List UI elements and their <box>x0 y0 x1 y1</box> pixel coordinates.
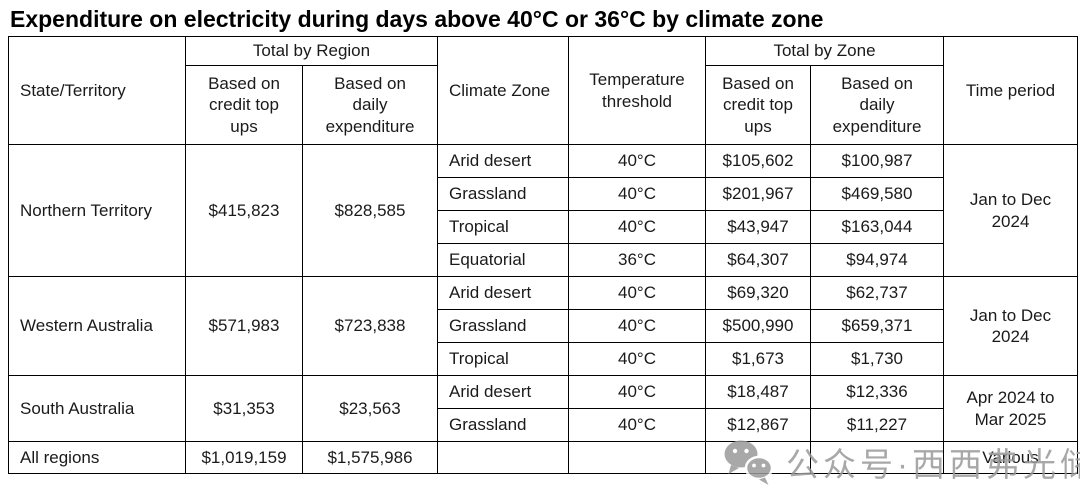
cell-time-period: Apr 2024 to Mar 2025 <box>943 375 1078 442</box>
table-row: Equatorial 36°C $64,307 $94,974 <box>9 243 1078 277</box>
col-header-time-period: Time period <box>943 36 1078 145</box>
cell-climate-zone: Grassland <box>437 309 569 343</box>
cell-zone-daily: $1,730 <box>810 342 944 376</box>
cell-climate-zone <box>437 441 569 474</box>
cell-zone-daily: $659,371 <box>810 309 944 343</box>
cell-threshold: 40°C <box>568 342 706 376</box>
cell-threshold: 40°C <box>568 375 706 409</box>
col-header-total-by-zone: Total by Zone <box>705 36 944 66</box>
cell-zone-daily <box>810 441 944 474</box>
cell-climate-zone: Tropical <box>437 210 569 244</box>
cell-zone-daily: $94,974 <box>810 243 944 277</box>
cell-threshold: 40°C <box>568 210 706 244</box>
cell-region-daily: $723,838 <box>302 276 438 376</box>
cell-zone-daily: $62,737 <box>810 276 944 310</box>
cell-zone-credit: $1,673 <box>705 342 811 376</box>
cell-region-credit: $415,823 <box>185 144 303 277</box>
col-header-total-by-region: Total by Region <box>185 36 438 66</box>
cell-zone-daily: $100,987 <box>810 144 944 178</box>
cell-threshold: 40°C <box>568 408 706 442</box>
cell-state: South Australia <box>8 375 186 442</box>
cell-zone-credit: $69,320 <box>705 276 811 310</box>
cell-region-credit: $31,353 <box>185 375 303 442</box>
cell-climate-zone: Arid desert <box>437 144 569 178</box>
col-header-state: State/Territory <box>8 36 186 145</box>
cell-zone-credit: $43,947 <box>705 210 811 244</box>
cell-region-daily: $1,575,986 <box>302 441 438 474</box>
table-body: Northern Territory $415,823 $828,585 Arid d… <box>8 144 1078 474</box>
cell-zone-credit <box>705 441 811 474</box>
cell-climate-zone: Tropical <box>437 342 569 376</box>
cell-state: All regions <box>8 441 186 474</box>
cell-state: Northern Territory <box>8 144 186 277</box>
col-header-zone-daily: Based on daily expenditure <box>810 65 944 145</box>
cell-region-daily: $828,585 <box>302 144 438 277</box>
cell-threshold: 36°C <box>568 243 706 277</box>
cell-zone-credit: $12,867 <box>705 408 811 442</box>
cell-climate-zone: Grassland <box>437 177 569 211</box>
table-row: Tropical 40°C $1,673 $1,730 <box>9 342 1078 376</box>
page-title: Expenditure on electricity during days a… <box>10 6 824 32</box>
col-header-region-credit: Based on credit top ups <box>185 65 303 145</box>
cell-threshold: 40°C <box>568 309 706 343</box>
cell-zone-daily: $469,580 <box>810 177 944 211</box>
cell-zone-daily: $11,227 <box>810 408 944 442</box>
cell-zone-daily: $163,044 <box>810 210 944 244</box>
cell-zone-credit: $201,967 <box>705 177 811 211</box>
table-row: Grassland 40°C $500,990 $659,371 <box>9 309 1078 343</box>
table-row: Northern Territory $415,823 $828,585 Arid d… <box>8 144 1078 277</box>
cell-threshold: 40°C <box>568 276 706 310</box>
table-row: Tropical 40°C $43,947 $163,044 <box>9 210 1078 244</box>
col-header-region-daily: Based on daily expenditure <box>302 65 438 145</box>
cell-climate-zone: Grassland <box>437 408 569 442</box>
cell-climate-zone: Arid desert <box>437 375 569 409</box>
cell-climate-zone: Equatorial <box>437 243 569 277</box>
cell-threshold: 40°C <box>568 144 706 178</box>
cell-threshold <box>568 441 706 474</box>
cell-time-period: Various <box>943 441 1078 474</box>
table-row-total: All regions $1,019,159 $1,575,986 Various <box>8 441 1078 474</box>
cell-time-period: Jan to Dec 2024 <box>943 144 1078 277</box>
col-header-temperature-threshold: Temperature threshold <box>568 36 706 145</box>
cell-time-period: Jan to Dec 2024 <box>943 276 1078 376</box>
cell-zone-credit: $18,487 <box>705 375 811 409</box>
table-row: Grassland 40°C $201,967 $469,580 <box>9 177 1078 211</box>
cell-region-daily: $23,563 <box>302 375 438 442</box>
table-row: South Australia $31,353 $23,563 Arid desert… <box>8 375 1078 442</box>
cell-region-credit: $1,019,159 <box>185 441 303 474</box>
col-header-climate-zone: Climate Zone <box>437 36 569 145</box>
cell-threshold: 40°C <box>568 177 706 211</box>
cell-zone-credit: $105,602 <box>705 144 811 178</box>
expenditure-table: State/Territory Total by Region Climate … <box>8 36 1078 474</box>
table-row: Grassland 40°C $12,867 $11,227 <box>9 408 1078 442</box>
cell-climate-zone: Arid desert <box>437 276 569 310</box>
cell-zone-daily: $12,336 <box>810 375 944 409</box>
cell-zone-credit: $64,307 <box>705 243 811 277</box>
col-header-zone-credit: Based on credit top ups <box>705 65 811 145</box>
cell-state: Western Australia <box>8 276 186 376</box>
cell-zone-credit: $500,990 <box>705 309 811 343</box>
table-row: Western Australia $571,983 $723,838 Arid de… <box>8 276 1078 376</box>
cell-region-credit: $571,983 <box>185 276 303 376</box>
